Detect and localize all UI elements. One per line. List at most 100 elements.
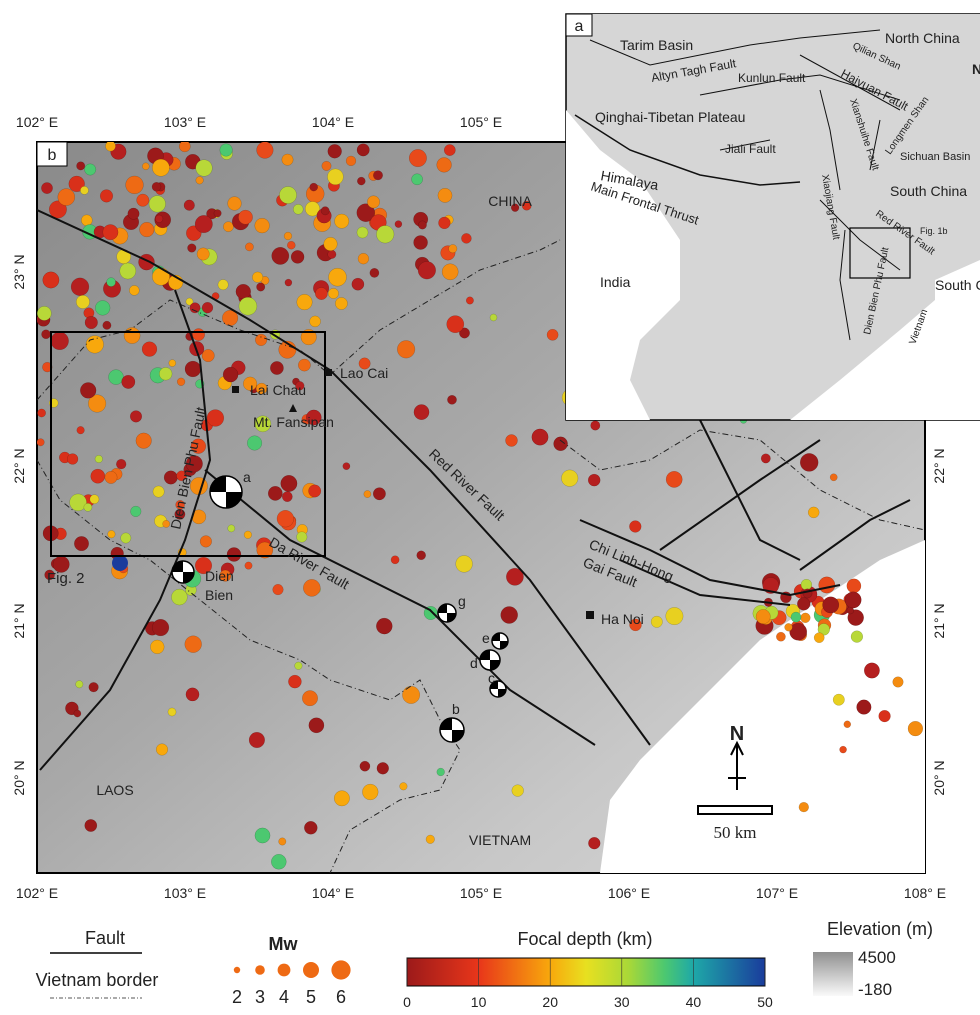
earthquake: [185, 636, 202, 653]
place-label: Ha Noi: [601, 611, 644, 627]
earthquake: [126, 176, 144, 194]
earthquake: [801, 579, 812, 590]
lat-label: 22° N: [931, 448, 947, 483]
earthquake: [456, 556, 473, 573]
earthquake: [272, 247, 289, 264]
earthquake: [442, 264, 458, 280]
scale-bar: [698, 806, 772, 814]
earthquake: [105, 141, 115, 151]
earthquake: [840, 746, 847, 753]
place-label: Bien: [205, 587, 233, 603]
earthquake: [257, 142, 274, 159]
earthquake: [329, 268, 347, 286]
earthquake: [397, 341, 415, 359]
earthquake: [195, 215, 212, 232]
earthquake: [284, 232, 292, 240]
earthquake: [247, 436, 262, 451]
earthquake: [245, 243, 253, 251]
earthquake: [95, 301, 110, 316]
earthquake: [236, 284, 251, 299]
earthquake: [103, 321, 111, 329]
earthquake: [228, 525, 235, 532]
event-label: d: [470, 655, 478, 671]
scale-label: 50 km: [714, 823, 757, 842]
earthquake: [512, 785, 524, 797]
earthquake: [159, 367, 172, 380]
earthquake: [447, 395, 456, 404]
earthquake: [437, 768, 445, 776]
lat-label: 21° N: [11, 603, 27, 638]
earthquake: [252, 272, 263, 283]
earthquake: [74, 710, 81, 717]
earthquake: [414, 236, 428, 250]
earthquake: [85, 819, 97, 831]
earthquake: [304, 821, 317, 834]
depth-tick-label: 40: [686, 994, 702, 1010]
lon-label: 107° E: [756, 885, 798, 901]
earthquake: [77, 162, 85, 170]
earthquake: [37, 306, 51, 320]
earthquake: [220, 144, 233, 157]
inset-label: South China: [890, 183, 967, 199]
inset-label: Sichuan Basin: [900, 151, 970, 163]
earthquake: [352, 278, 364, 290]
earthquake: [273, 584, 284, 595]
earthquake: [196, 160, 213, 177]
earthquake: [142, 163, 149, 170]
earthquake: [86, 336, 104, 354]
depth-colorbar: [407, 958, 765, 986]
earthquake: [270, 361, 283, 374]
elevation-bar: [813, 952, 853, 996]
earthquake: [288, 675, 301, 688]
lon-label: 102° E: [16, 885, 58, 901]
town-marker: [232, 386, 239, 393]
inset-label: Fig. 1b: [920, 226, 948, 236]
mw-label: 2: [232, 987, 242, 1007]
earthquake: [800, 453, 818, 471]
earthquake: [554, 437, 568, 451]
earthquake: [439, 217, 451, 229]
earthquake: [277, 510, 294, 527]
earthquake: [547, 329, 558, 340]
earthquake: [797, 598, 810, 611]
depth-tick-label: 50: [757, 994, 773, 1010]
earthquake: [814, 633, 824, 643]
earthquake: [91, 469, 105, 483]
panel-label: b: [48, 147, 57, 164]
earthquake: [255, 828, 270, 843]
earthquake: [136, 433, 152, 449]
earthquake: [239, 297, 257, 315]
earthquake: [357, 144, 369, 156]
earthquake: [155, 215, 163, 223]
earthquake: [857, 700, 872, 715]
earthquake: [334, 791, 349, 806]
earthquake: [152, 159, 169, 176]
place-label: Lai Chau: [250, 382, 306, 398]
earthquake: [409, 149, 426, 166]
earthquake: [426, 835, 435, 844]
event-label: g: [458, 593, 466, 609]
earthquake: [591, 421, 600, 430]
earthquake: [80, 383, 96, 399]
earthquake: [71, 278, 89, 296]
earthquake: [129, 285, 139, 295]
earthquake: [179, 141, 190, 152]
earthquake: [328, 144, 342, 158]
earthquake: [128, 208, 139, 219]
earthquake: [37, 439, 44, 446]
earthquake: [103, 225, 118, 240]
earthquake: [309, 485, 321, 497]
earthquake: [418, 221, 426, 229]
lon-label: 106° E: [608, 885, 650, 901]
earthquake: [84, 503, 92, 511]
earthquake: [851, 631, 863, 643]
earthquake: [357, 177, 365, 185]
earthquake: [310, 183, 318, 191]
depth-tick-label: 10: [471, 994, 487, 1010]
earthquake: [666, 471, 682, 487]
earthquake: [153, 486, 164, 497]
mw-legend: 23456: [232, 960, 351, 1007]
earthquake: [449, 245, 457, 253]
earthquake: [418, 262, 436, 280]
earthquake: [908, 721, 923, 736]
